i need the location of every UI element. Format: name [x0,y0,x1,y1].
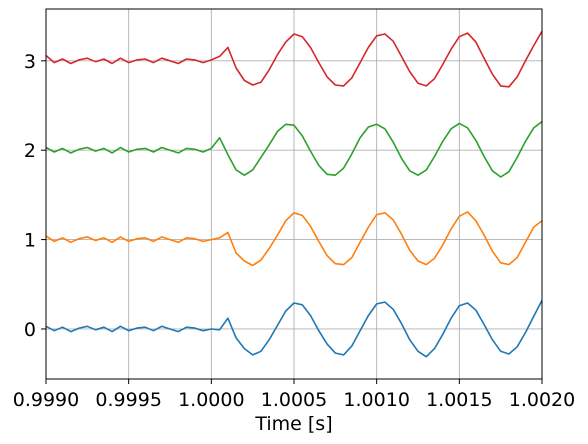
x-tick-label: 1.0010 [343,389,409,411]
series-line-4 [45,30,543,88]
y-tick-label: 3 [24,51,36,73]
series-line-2 [45,211,543,267]
x-tick-label: 0.9995 [95,389,161,411]
grid-lines [45,9,543,379]
x-axis-ticks: 0.9990 0.9995 1.0000 1.0005 1.0010 1.0015 1.00… [13,379,575,411]
x-axis-label: Time [s] [254,413,332,435]
y-tick-label: 0 [24,319,36,341]
x-tick-label: 1.0015 [426,389,492,411]
series-line-1 [45,300,543,358]
y-axis-ticks: 0 1 2 3 [24,51,46,341]
y-tick-label: 1 [24,230,36,252]
x-tick-label: 1.0005 [261,389,327,411]
series-line-3 [45,120,543,178]
y-tick-label: 2 [24,140,36,162]
x-tick-label: 1.0000 [178,389,244,411]
x-tick-label: 0.9990 [13,389,79,411]
series-group [45,30,543,358]
x-tick-label: 1.0020 [509,389,575,411]
